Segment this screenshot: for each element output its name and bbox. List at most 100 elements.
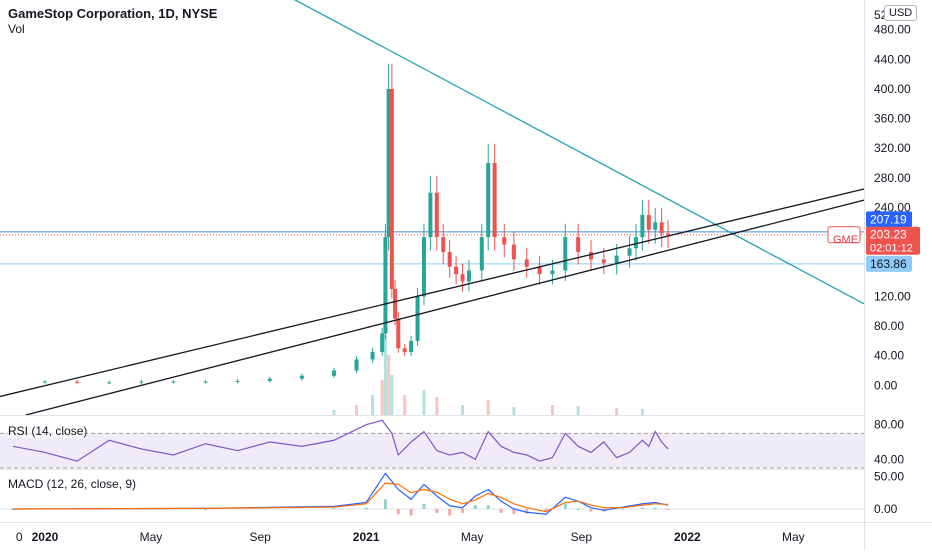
candle-body bbox=[588, 251, 593, 260]
price-tick-label: 440.00 bbox=[874, 52, 911, 66]
candle-body bbox=[235, 380, 240, 382]
macd-histogram-bar bbox=[11, 509, 15, 510]
time-tick-label: May bbox=[140, 530, 163, 544]
volume-bar bbox=[380, 380, 384, 415]
candle-body bbox=[171, 381, 176, 383]
macd-histogram-bar bbox=[486, 505, 490, 509]
volume-bar bbox=[640, 409, 644, 415]
chart-title: GameStop Corporation, 1D, NYSE bbox=[8, 6, 218, 21]
candle-body bbox=[434, 192, 439, 238]
signal-line bbox=[12, 482, 669, 513]
candle-body bbox=[139, 381, 144, 383]
candle-body bbox=[203, 381, 208, 383]
volume-bar bbox=[422, 390, 426, 415]
macd-histogram-bar bbox=[525, 509, 529, 514]
macd-histogram-bar bbox=[332, 508, 336, 510]
resistance-trendline[interactable] bbox=[212, 0, 865, 305]
candle-body bbox=[511, 244, 516, 260]
candle-body bbox=[447, 251, 452, 267]
candle-body bbox=[454, 266, 459, 275]
price-tick-label: 400.00 bbox=[874, 82, 911, 96]
candle-body bbox=[659, 222, 664, 234]
volume-bar bbox=[576, 406, 580, 415]
macd-histogram-bar bbox=[640, 507, 644, 509]
candle-body bbox=[299, 375, 304, 379]
macd-tick-label: 0.00 bbox=[874, 502, 898, 516]
support-price-badge bbox=[866, 255, 912, 272]
rsi-band bbox=[0, 433, 864, 468]
macd-histogram-bar bbox=[422, 503, 426, 509]
candle-body bbox=[550, 270, 555, 275]
candle-body bbox=[380, 333, 385, 353]
time-tick-label: 2022 bbox=[674, 530, 701, 544]
volume-bar bbox=[332, 410, 336, 415]
support-trendline[interactable] bbox=[0, 188, 865, 398]
macd-histogram-bar bbox=[666, 509, 670, 510]
volume-bar bbox=[371, 395, 375, 415]
price-tick-label: 320.00 bbox=[874, 141, 911, 155]
time-tick-label: 2020 bbox=[32, 530, 59, 544]
volume-bar bbox=[615, 408, 619, 415]
rsi-label: RSI (14, close) bbox=[8, 424, 88, 438]
price-tick-label: 480.00 bbox=[874, 23, 911, 37]
time-tick-label: Sep bbox=[249, 530, 271, 544]
macd-histogram-bar bbox=[383, 499, 387, 509]
candle-body bbox=[393, 289, 398, 319]
candle-body bbox=[409, 340, 414, 353]
macd-histogram-bar bbox=[396, 509, 400, 515]
volume-bar bbox=[387, 355, 391, 415]
candle-body bbox=[75, 381, 80, 383]
volume-label: Vol bbox=[8, 22, 25, 36]
price-tick-label: 280.00 bbox=[874, 171, 911, 185]
volume-bar bbox=[383, 335, 387, 415]
volume-bar bbox=[435, 397, 439, 415]
volume-bar bbox=[512, 407, 516, 415]
resistance-price-value: 207.19 bbox=[870, 212, 907, 226]
macd-histogram-bar bbox=[621, 508, 625, 510]
candle-body bbox=[354, 359, 359, 371]
candle-body bbox=[653, 222, 658, 230]
volume-bar bbox=[390, 375, 394, 415]
candle-body bbox=[428, 192, 433, 238]
candle-body bbox=[633, 237, 638, 249]
macd-histogram-bar bbox=[204, 509, 208, 510]
candle-body bbox=[479, 237, 484, 271]
price-tick-label: 0.00 bbox=[874, 378, 898, 392]
candle-body bbox=[486, 163, 491, 238]
candle-body bbox=[466, 270, 471, 282]
candle-body bbox=[383, 237, 388, 334]
macd-histogram-bar bbox=[512, 509, 516, 515]
currency-button[interactable]: USD bbox=[884, 5, 918, 21]
rsi-line bbox=[12, 419, 669, 462]
candle-body bbox=[267, 378, 272, 381]
volume-bar bbox=[486, 400, 490, 415]
candle-body bbox=[389, 88, 394, 290]
candle-body bbox=[441, 237, 446, 252]
time-tick-label: 2021 bbox=[353, 530, 380, 544]
macd-histogram-bar bbox=[448, 509, 452, 516]
support-trendline[interactable] bbox=[25, 199, 865, 416]
time-tick-label: May bbox=[461, 530, 484, 544]
candle-body bbox=[502, 237, 507, 245]
macd-histogram-bar bbox=[576, 509, 580, 510]
rsi-tick-label: 40.00 bbox=[874, 452, 904, 466]
volume-bar bbox=[550, 405, 554, 415]
macd-histogram-bar bbox=[435, 509, 439, 513]
price-tick-label: 240.00 bbox=[874, 201, 911, 215]
candle-body bbox=[386, 88, 391, 238]
price-tick-label: 80.00 bbox=[874, 319, 904, 333]
candle-body bbox=[646, 214, 651, 230]
ticker-tag-box bbox=[827, 226, 861, 244]
last-price-value: 203.23 bbox=[870, 228, 907, 242]
macd-histogram-bar bbox=[364, 507, 368, 509]
candle-body bbox=[576, 237, 581, 252]
candle-body bbox=[524, 259, 529, 267]
last-price-badge bbox=[866, 226, 920, 255]
candle-body bbox=[421, 237, 426, 297]
candle-body bbox=[42, 381, 47, 383]
price-tick-label: 360.00 bbox=[874, 112, 911, 126]
macd-histogram-bar bbox=[473, 505, 477, 509]
candle-body bbox=[640, 214, 645, 238]
